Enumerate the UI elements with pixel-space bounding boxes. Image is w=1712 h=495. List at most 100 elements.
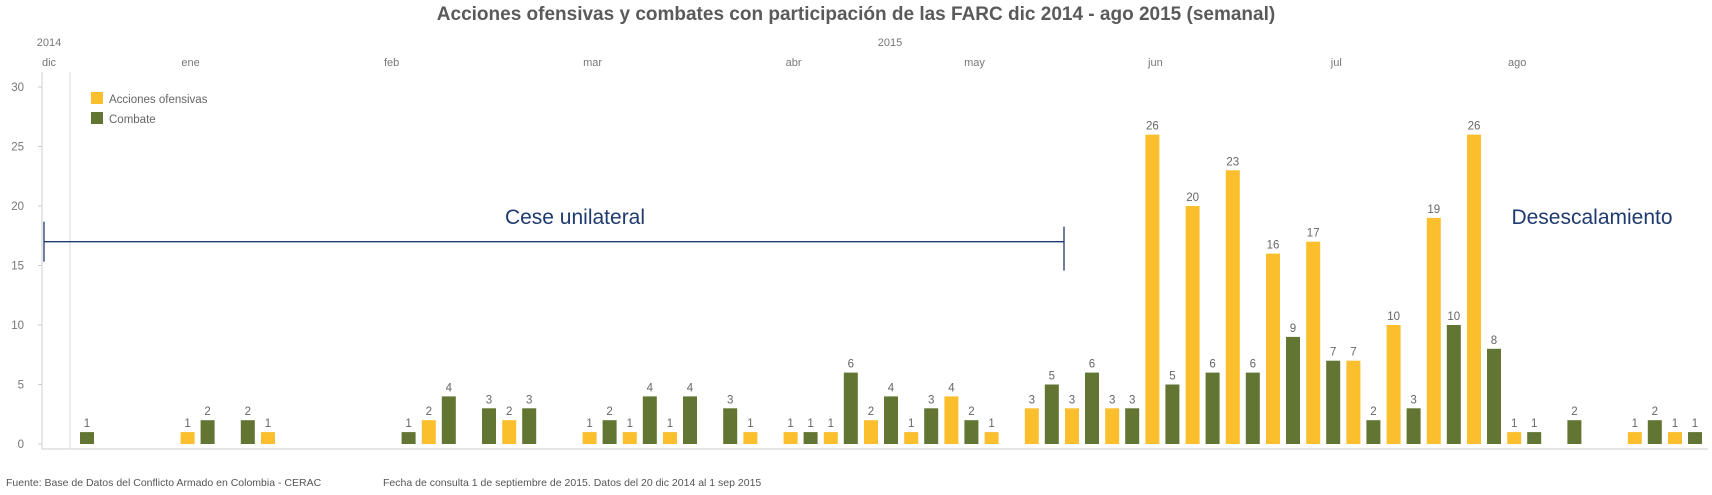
bar-combate (602, 420, 617, 444)
data-label-combate: 1 (405, 418, 411, 430)
data-label-acciones-ofensivas: 1 (787, 418, 793, 430)
data-label-combate: 2 (1652, 406, 1658, 418)
bar-combate (723, 408, 738, 444)
data-label-combate: 1 (1531, 418, 1537, 430)
bar-acciones-ofensivas (944, 396, 959, 444)
bar-combate (803, 432, 818, 444)
data-label-combate: 6 (848, 359, 854, 371)
data-label-combate: 6 (1250, 359, 1256, 371)
bar-acciones-ofensivas (1467, 134, 1481, 444)
data-label-acciones-ofensivas: 2 (426, 406, 432, 418)
month-label-dic: dic (42, 57, 57, 69)
bar-combate (240, 420, 255, 444)
data-label-combate: 4 (687, 382, 694, 394)
bar-acciones-ofensivas (622, 432, 637, 444)
data-label-acciones-ofensivas: 3 (1029, 394, 1035, 406)
data-label-combate: 2 (968, 406, 974, 418)
data-label-combate: 8 (1491, 335, 1497, 347)
bar-acciones-ofensivas (261, 432, 275, 444)
data-label-combate: 2 (1370, 406, 1376, 418)
data-label-acciones-ofensivas: 3 (1069, 394, 1075, 406)
bar-acciones-ofensivas (582, 432, 597, 444)
bar-combate (1567, 420, 1582, 444)
bar-combate (441, 396, 456, 444)
bar-acciones-ofensivas (864, 420, 878, 444)
bar-acciones-ofensivas (1386, 325, 1401, 444)
data-label-combate: 5 (1169, 371, 1175, 383)
bar-acciones-ofensivas (1266, 253, 1280, 444)
bar-combate (522, 408, 537, 444)
bar-combate (843, 372, 858, 444)
year-label-2014: 2014 (37, 37, 61, 49)
desescalamiento-label: Desescalamiento (1511, 206, 1672, 229)
month-label-jun: jun (1147, 57, 1163, 69)
bar-combate (482, 408, 496, 444)
bar-acciones-ofensivas (743, 432, 758, 444)
legend-label-combate: Combate (109, 114, 156, 126)
data-label-acciones-ofensivas: 7 (1350, 347, 1356, 359)
bar-combate (1205, 372, 1220, 444)
bar-combate (1647, 420, 1662, 444)
data-label-combate: 4 (647, 382, 654, 394)
data-label-combate: 3 (928, 394, 934, 406)
data-label-acciones-ofensivas: 26 (1146, 121, 1159, 133)
data-label-combate: 3 (1410, 394, 1416, 406)
bar-combate (884, 396, 898, 444)
data-label-acciones-ofensivas: 26 (1468, 121, 1481, 133)
data-label-combate: 2 (606, 406, 612, 418)
legend-swatch-acciones-ofensivas (91, 92, 103, 104)
bar-combate (1286, 336, 1300, 444)
data-label-acciones-ofensivas: 3 (1109, 394, 1115, 406)
bar-combate (642, 396, 657, 444)
bar-combate (1487, 348, 1501, 444)
data-label-acciones-ofensivas: 1 (667, 418, 673, 430)
data-label-combate: 6 (1089, 359, 1095, 371)
bar-combate (1446, 325, 1461, 444)
bar-acciones-ofensivas (421, 420, 436, 444)
data-label-acciones-ofensivas: 1 (747, 418, 753, 430)
bar-acciones-ofensivas (180, 432, 195, 444)
bar-acciones-ofensivas (984, 432, 999, 444)
bar-acciones-ofensivas (1346, 360, 1361, 444)
data-label-acciones-ofensivas: 1 (1632, 418, 1638, 430)
legend-label-acciones-ofensivas: Acciones ofensivas (109, 94, 208, 106)
bar-combate (1085, 372, 1099, 444)
bar-acciones-ofensivas (1065, 408, 1079, 444)
bar-acciones-ofensivas (1225, 170, 1240, 445)
y-tick-label: 30 (11, 82, 24, 94)
bar-acciones-ofensivas (1105, 408, 1120, 444)
consult-date-note: Fecha de consulta 1 de septiembre de 201… (383, 477, 762, 489)
data-label-combate: 1 (807, 418, 813, 430)
month-label-mar: mar (583, 57, 602, 69)
data-label-combate: 9 (1290, 323, 1296, 335)
bar-combate (1125, 408, 1140, 444)
bars-layer (80, 134, 1702, 445)
y-tick-label: 20 (11, 201, 24, 213)
year-label-2015: 2015 (878, 37, 902, 49)
data-label-combate: 4 (446, 382, 453, 394)
month-label-feb: feb (384, 57, 399, 69)
bar-acciones-ofensivas (1426, 217, 1441, 444)
data-label-combate: 3 (727, 394, 733, 406)
data-label-combate: 3 (1129, 394, 1135, 406)
data-label-acciones-ofensivas: 4 (948, 382, 955, 394)
bar-combate (1688, 432, 1702, 444)
data-label-combate: 4 (888, 382, 895, 394)
data-label-acciones-ofensivas: 2 (506, 406, 512, 418)
data-label-acciones-ofensivas: 1 (1672, 418, 1678, 430)
bar-acciones-ofensivas (1668, 432, 1682, 444)
bar-acciones-ofensivas (1145, 134, 1160, 444)
bar-acciones-ofensivas (904, 432, 919, 444)
bar-acciones-ofensivas (663, 432, 677, 444)
data-label-acciones-ofensivas: 17 (1307, 228, 1320, 240)
data-label-combate: 2 (245, 406, 251, 418)
data-label-acciones-ofensivas: 1 (586, 418, 592, 430)
data-label-acciones-ofensivas: 1 (828, 418, 834, 430)
bar-combate (1366, 420, 1381, 444)
month-label-ene: ene (181, 57, 199, 69)
bar-acciones-ofensivas (502, 420, 517, 444)
y-tick-label: 0 (18, 439, 24, 451)
bar-combate (1406, 408, 1421, 444)
data-label-acciones-ofensivas: 19 (1427, 204, 1440, 216)
